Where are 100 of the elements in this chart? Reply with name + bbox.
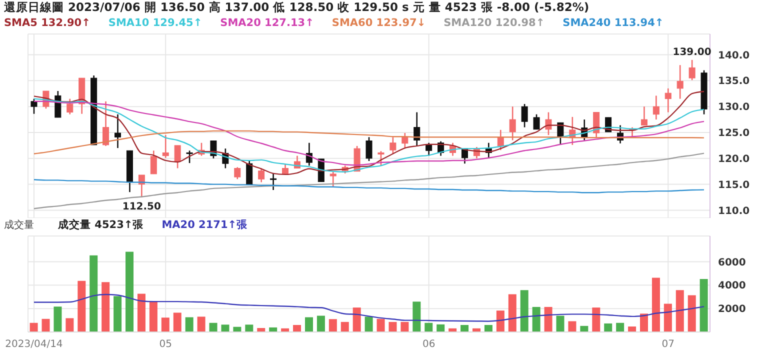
y-tick-label: 120.0 — [718, 154, 750, 165]
bar — [245, 324, 254, 332]
bar — [508, 294, 516, 332]
text: SMA60 123.97↓ — [332, 17, 426, 29]
x-tick-label: 2023/04/14 — [5, 339, 63, 349]
y-tick-label: 115.0 — [718, 180, 750, 191]
y-tick-label: 125.0 — [718, 128, 750, 140]
candlestick — [521, 103, 528, 128]
bar — [114, 296, 122, 332]
x-tick-label: 07 — [662, 339, 674, 349]
candlestick — [688, 59, 696, 81]
candlestick — [497, 129, 504, 151]
candlestick — [282, 163, 289, 175]
candlestick — [557, 122, 564, 146]
line-series — [33, 152, 705, 210]
bar — [221, 324, 230, 332]
bar — [532, 306, 540, 332]
bar — [484, 324, 492, 332]
bar — [520, 290, 528, 332]
bar — [388, 322, 397, 332]
bar — [102, 282, 110, 332]
annotation: 139.00 — [672, 46, 712, 58]
candlestick — [640, 106, 648, 126]
bar — [42, 318, 50, 332]
bar — [568, 321, 576, 332]
bar — [496, 310, 504, 332]
candlestick — [102, 100, 110, 147]
bar — [616, 322, 624, 332]
bar — [78, 280, 86, 332]
chart-title: 成交量 — [4, 218, 34, 232]
bar — [197, 316, 206, 332]
candlestick — [150, 150, 157, 175]
bar — [652, 278, 660, 332]
text: SMA20 127.13↑ — [220, 17, 314, 29]
bar — [592, 308, 600, 332]
candlestick — [426, 142, 432, 156]
bar — [90, 255, 98, 332]
y-tick-label: 135.0 — [718, 76, 750, 88]
bar — [544, 306, 552, 332]
line-series — [33, 294, 705, 322]
bar — [676, 290, 684, 332]
candlestick — [30, 98, 38, 114]
candlestick — [378, 150, 384, 166]
bar — [364, 316, 373, 332]
text: 成交量 4523↑張 — [58, 218, 144, 232]
candlestick — [186, 150, 193, 164]
bar — [30, 322, 38, 332]
bar — [352, 308, 361, 332]
bar — [209, 322, 218, 332]
bar — [436, 324, 445, 332]
bar — [161, 318, 170, 332]
bar — [173, 312, 182, 332]
bar — [126, 252, 134, 332]
y-tick-label: 110.0 — [718, 206, 750, 217]
bar — [664, 304, 672, 332]
candlestick — [258, 168, 265, 183]
candlestick — [270, 172, 277, 191]
annotation: 112.50 — [122, 201, 161, 212]
candlestick — [533, 114, 540, 130]
bar — [556, 316, 564, 332]
y-tick-label: 4000 — [718, 280, 746, 292]
bar — [424, 322, 433, 332]
text: SMA240 113.94↑ — [562, 17, 664, 29]
chart-title: 還原日線圖 2023/07/06 開 136.50 高 137.00 低 128.50 收 129.50 s 元 量 4523 張 -8.00 (-5.82%) — [3, 0, 590, 16]
bar — [604, 323, 612, 332]
candlestick — [545, 112, 552, 136]
bar — [137, 294, 146, 332]
text: SMA120 120.98↑ — [444, 17, 545, 29]
text: MA20 2171↑張 — [162, 218, 248, 232]
candlestick — [114, 114, 121, 149]
bar — [400, 322, 409, 332]
bar — [340, 322, 349, 332]
candlestick — [390, 136, 396, 154]
candlestick — [414, 112, 420, 147]
text: SMA10 129.45↑ — [108, 17, 202, 29]
bar — [580, 326, 588, 332]
bar — [328, 319, 337, 332]
bar — [700, 279, 708, 332]
candlestick — [676, 64, 684, 100]
bar — [149, 301, 158, 332]
candlestick — [366, 136, 372, 162]
candlestick — [664, 88, 672, 113]
bar — [628, 326, 636, 332]
text: SMA5 132.90↑ — [4, 17, 90, 29]
bar — [376, 318, 385, 332]
bar — [688, 295, 696, 332]
bar — [54, 306, 62, 332]
candlestick — [162, 134, 169, 159]
y-tick-label: 2000 — [718, 304, 746, 316]
candlestick — [234, 166, 241, 180]
candlestick — [509, 106, 516, 141]
bar — [640, 314, 648, 332]
x-tick-label: 05 — [159, 339, 172, 349]
bar — [185, 317, 194, 332]
y-tick-label: 130.0 — [718, 102, 750, 114]
bar — [66, 318, 74, 332]
y-tick-label: 140.0 — [718, 50, 750, 62]
bar — [293, 324, 302, 332]
bar — [460, 324, 469, 332]
bar — [304, 317, 313, 332]
